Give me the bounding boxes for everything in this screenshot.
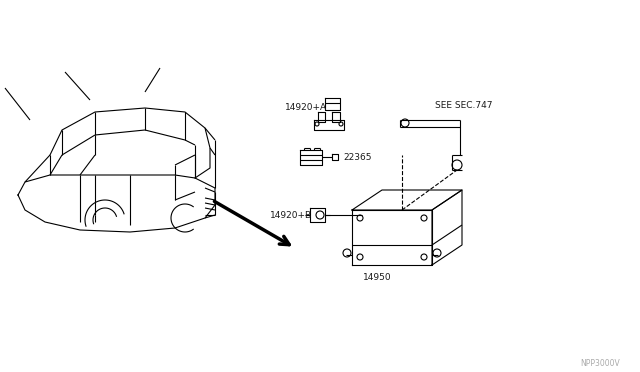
Text: 22365: 22365	[343, 153, 371, 161]
Text: SEE SEC.747: SEE SEC.747	[435, 100, 493, 109]
Text: NPP3000V: NPP3000V	[580, 359, 620, 369]
Text: 14920+A: 14920+A	[285, 103, 327, 112]
Text: 14920+B: 14920+B	[270, 211, 312, 219]
Text: 14950: 14950	[363, 273, 391, 282]
